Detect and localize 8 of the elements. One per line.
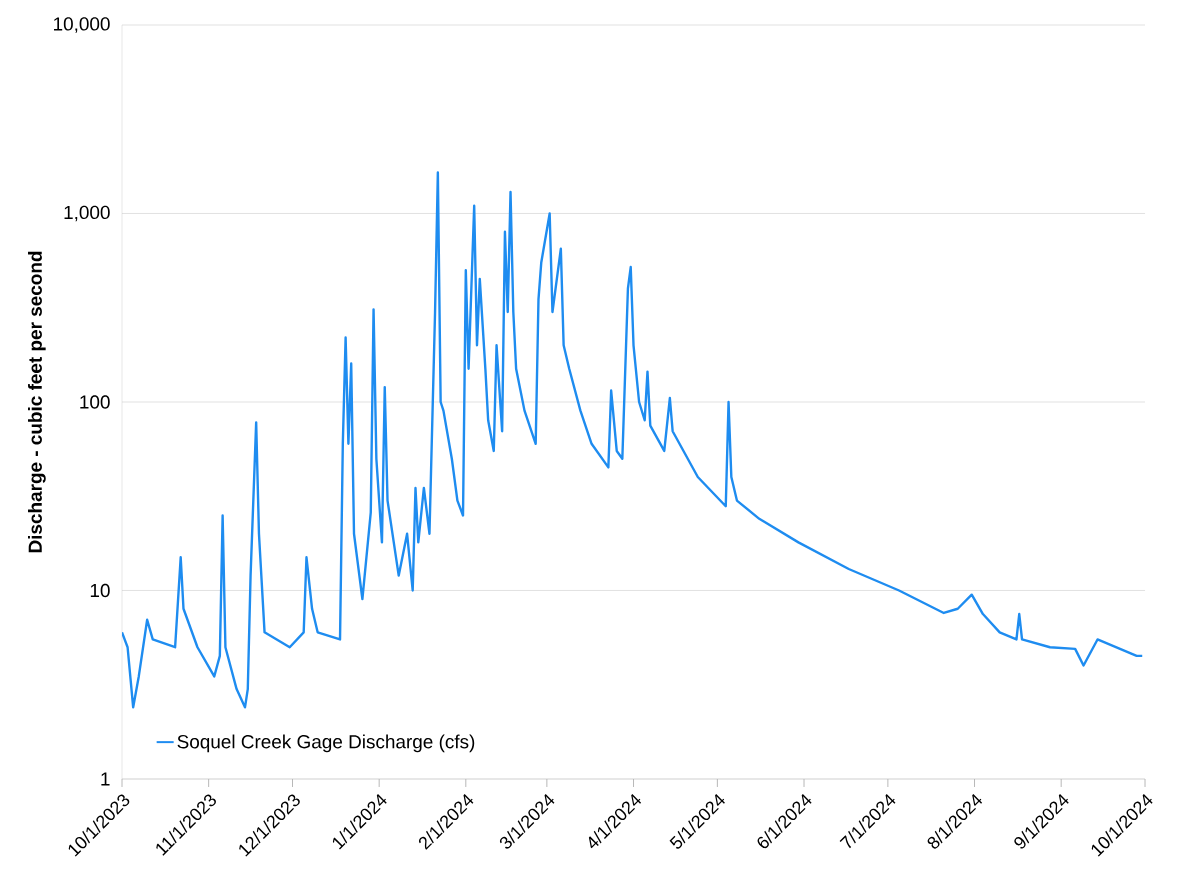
legend-label: Soquel Creek Gage Discharge (cfs) [177, 734, 475, 753]
y-tick-label: 10,000 [54, 17, 110, 33]
line-series [122, 171, 1144, 709]
y-tick-label: 1,000 [64, 205, 110, 222]
y-tick-label: 10 [90, 583, 110, 598]
y-tick-label: 1 [101, 772, 110, 786]
y-tick-label: 100 [80, 395, 110, 409]
y-axis-title: Discharge - cubic feet per second [28, 251, 46, 553]
